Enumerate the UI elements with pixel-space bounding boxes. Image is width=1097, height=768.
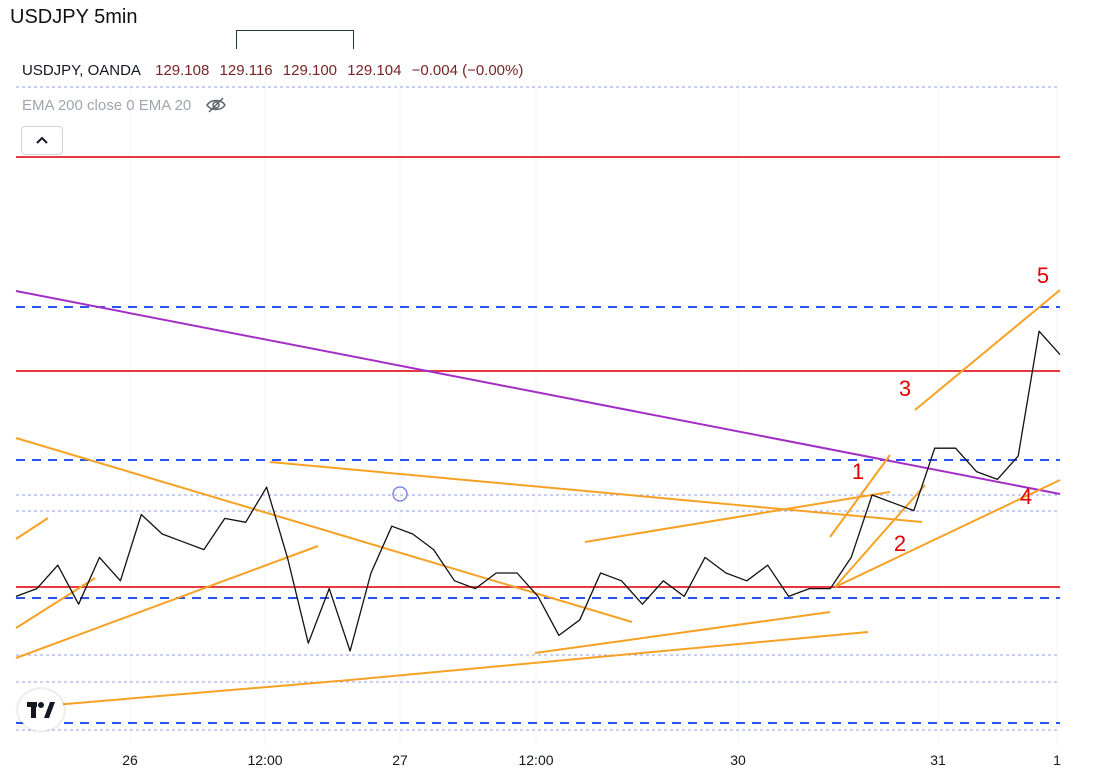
price-series xyxy=(15,330,1061,652)
trendline xyxy=(15,517,49,540)
collapse-legend-button[interactable] xyxy=(21,126,63,155)
chevron-up-icon xyxy=(35,132,49,150)
trendline xyxy=(829,454,891,538)
legend-symbol: USDJPY, OANDA xyxy=(22,62,141,79)
legend-open: 129.108 xyxy=(155,62,210,79)
trendline xyxy=(269,461,923,523)
wave-label: 5 xyxy=(1036,263,1050,288)
trendline xyxy=(914,289,1061,411)
legend-high: 129.116 xyxy=(219,62,273,79)
x-tick-label: 27 xyxy=(392,752,408,768)
wave-label: 2 xyxy=(893,531,907,556)
x-tick-label: 26 xyxy=(122,752,138,768)
x-tick-label: 12:00 xyxy=(247,752,283,768)
wave-label: 4 xyxy=(1019,484,1033,509)
wave-label: 1 xyxy=(851,459,865,484)
eye-crossed-icon[interactable] xyxy=(205,96,227,114)
tradingview-logo-icon[interactable] xyxy=(18,689,64,731)
trendline xyxy=(534,611,831,654)
trendline xyxy=(584,491,891,543)
x-tick-label: 31 xyxy=(930,752,946,768)
trendline xyxy=(834,479,1061,588)
x-tick-label: 12:00 xyxy=(518,752,554,768)
ohlc-legend: USDJPY, OANDA 129.108 129.116 129.100 12… xyxy=(22,62,529,79)
trendline xyxy=(15,437,633,623)
trendlines xyxy=(15,289,1061,709)
trendline xyxy=(15,545,319,659)
indicator-label: EMA 200 close 0 EMA 20 xyxy=(22,96,192,114)
chart-grid xyxy=(129,80,1058,745)
legend-change: −0.004 (−0.00%) xyxy=(411,62,524,79)
wave-label: 3 xyxy=(898,376,912,401)
price-line xyxy=(15,330,1061,652)
legend-close: 129.104 xyxy=(347,62,402,79)
chart-title: USDJPY 5min xyxy=(10,6,138,28)
header-bracket xyxy=(236,30,354,49)
x-tick-label: 30 xyxy=(730,752,746,768)
legend-low: 129.100 xyxy=(282,62,338,79)
price-marker xyxy=(392,486,408,502)
trendline xyxy=(15,577,96,629)
indicator-legend: EMA 200 close 0 EMA 20 xyxy=(22,96,227,114)
price-levels xyxy=(16,86,1060,731)
trendline xyxy=(349,631,869,681)
chart-markers xyxy=(392,486,408,502)
x-tick-label: 1 xyxy=(1053,752,1061,768)
trendline xyxy=(17,679,351,709)
trendline xyxy=(834,484,926,588)
